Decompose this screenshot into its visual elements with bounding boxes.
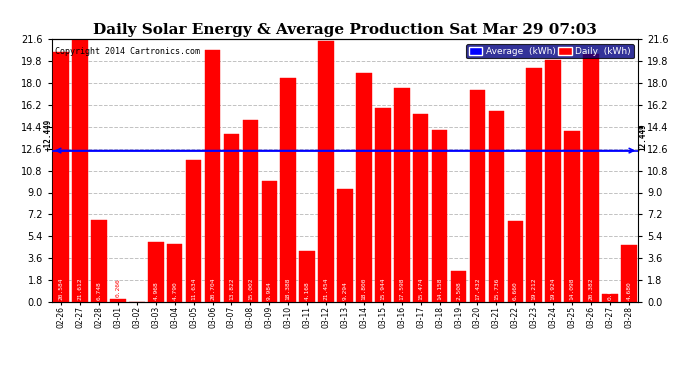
- Text: 11.634: 11.634: [191, 278, 196, 300]
- Text: 20.584: 20.584: [59, 278, 63, 300]
- Bar: [110, 298, 126, 302]
- Text: 20.704: 20.704: [210, 278, 215, 300]
- Bar: [413, 114, 428, 302]
- Bar: [602, 294, 618, 302]
- Text: 0.664: 0.664: [607, 281, 612, 300]
- Bar: [280, 78, 296, 302]
- Bar: [167, 244, 182, 302]
- Bar: [508, 221, 523, 302]
- Text: 4.168: 4.168: [305, 281, 310, 300]
- Bar: [356, 74, 372, 302]
- Text: 18.800: 18.800: [362, 278, 366, 300]
- Text: 2.508: 2.508: [456, 281, 461, 300]
- Text: 14.158: 14.158: [437, 278, 442, 300]
- Bar: [526, 68, 542, 302]
- Text: 6.748: 6.748: [97, 281, 101, 300]
- Text: 4.680: 4.680: [627, 281, 631, 300]
- Bar: [148, 242, 164, 302]
- Bar: [621, 245, 637, 302]
- Bar: [489, 111, 504, 302]
- Text: 9.294: 9.294: [342, 281, 348, 300]
- Bar: [262, 180, 277, 302]
- Bar: [72, 39, 88, 302]
- Text: Copyright 2014 Cartronics.com: Copyright 2014 Cartronics.com: [55, 47, 199, 56]
- Text: 6.660: 6.660: [513, 281, 518, 300]
- Text: 18.388: 18.388: [286, 278, 290, 300]
- Text: 20.382: 20.382: [589, 278, 593, 300]
- Bar: [583, 54, 599, 302]
- Bar: [299, 251, 315, 302]
- Text: 17.432: 17.432: [475, 278, 480, 300]
- Bar: [186, 160, 201, 302]
- Bar: [545, 60, 561, 302]
- Text: 4.968: 4.968: [153, 281, 158, 300]
- Text: 12.449: 12.449: [638, 123, 647, 151]
- Text: +12.449: +12.449: [43, 118, 52, 151]
- Bar: [564, 130, 580, 302]
- Bar: [451, 272, 466, 302]
- Legend: Average  (kWh), Daily  (kWh): Average (kWh), Daily (kWh): [466, 44, 633, 58]
- Bar: [224, 134, 239, 302]
- Text: 14.098: 14.098: [569, 278, 575, 300]
- Bar: [394, 88, 409, 302]
- Text: 15.474: 15.474: [418, 278, 423, 300]
- Title: Daily Solar Energy & Average Production Sat Mar 29 07:03: Daily Solar Energy & Average Production …: [93, 23, 597, 37]
- Bar: [375, 108, 391, 302]
- Text: 15.736: 15.736: [494, 278, 499, 300]
- Text: 9.984: 9.984: [267, 281, 272, 300]
- Bar: [318, 41, 334, 302]
- Bar: [337, 189, 353, 302]
- Bar: [53, 52, 69, 302]
- Bar: [91, 220, 107, 302]
- Text: 15.002: 15.002: [248, 278, 253, 300]
- Text: 19.924: 19.924: [551, 278, 555, 300]
- Text: 0.266: 0.266: [115, 279, 121, 297]
- Text: 13.822: 13.822: [229, 278, 234, 300]
- Text: 21.454: 21.454: [324, 278, 328, 300]
- Text: 4.790: 4.790: [172, 281, 177, 300]
- Bar: [470, 90, 485, 302]
- Text: 19.212: 19.212: [532, 278, 537, 300]
- Bar: [205, 50, 220, 302]
- Bar: [243, 120, 258, 302]
- Text: 21.612: 21.612: [78, 278, 83, 300]
- Bar: [432, 130, 447, 302]
- Text: 15.944: 15.944: [380, 278, 385, 300]
- Text: 17.598: 17.598: [400, 278, 404, 300]
